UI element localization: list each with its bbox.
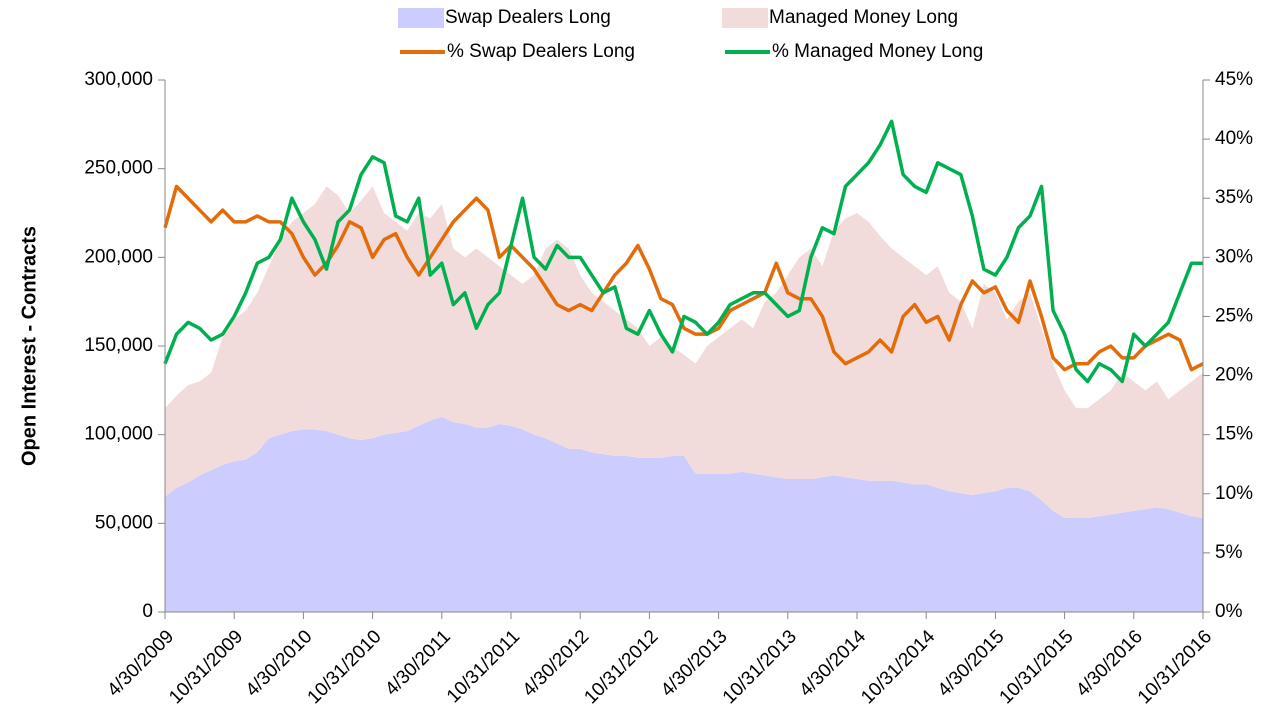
x-tick-label: 10/31/2009 (165, 626, 247, 708)
y2-tick-label: 30% (1215, 246, 1253, 267)
y-tick-label: 200,000 (84, 246, 153, 267)
y2-tick-label: 45% (1215, 69, 1253, 90)
x-tick-label: 4/30/2016 (1072, 626, 1147, 701)
x-tick-label: 4/30/2010 (242, 626, 317, 701)
x-tick-label: 4/30/2009 (103, 626, 178, 701)
y2-tick-label: 5% (1215, 542, 1243, 563)
y2-tick-label: 25% (1215, 305, 1253, 326)
y-tick-label: 50,000 (95, 512, 153, 533)
x-tick-label: 10/31/2012 (580, 626, 662, 708)
legend-label: % Swap Dealers Long (447, 41, 635, 62)
y-tick-label: 250,000 (84, 158, 153, 179)
y2-tick-label: 20% (1215, 365, 1253, 386)
y2-tick-label: 15% (1215, 424, 1253, 445)
y-tick-label: 100,000 (84, 424, 153, 445)
x-tick-label: 4/30/2013 (657, 626, 732, 701)
line-layer (163, 119, 1204, 384)
x-tick-label: 4/30/2011 (381, 626, 455, 700)
y2-tick-label: 40% (1215, 128, 1253, 149)
y-tick-label: 150,000 (84, 335, 153, 356)
x-tick-label: 4/30/2014 (795, 626, 870, 701)
x-tick-label: 4/30/2015 (934, 626, 1009, 701)
legend-label: Managed Money Long (769, 7, 958, 28)
x-tick-label: 10/31/2015 (996, 626, 1078, 708)
y-tick-label: 300,000 (84, 69, 153, 90)
y-tick-label: 0 (142, 601, 153, 622)
x-tick-label: 10/31/2014 (857, 626, 939, 708)
legend-swatch (398, 8, 444, 28)
line (163, 184, 1204, 372)
y-axis-label: Open Interest - Contracts (18, 226, 40, 466)
x-tick-label: 10/31/2016 (1134, 626, 1216, 708)
legend-swatch (722, 8, 768, 28)
x-tick-label: 10/31/2010 (304, 626, 386, 708)
line (163, 119, 1203, 384)
x-tick-label: 10/31/2011 (443, 626, 524, 707)
x-tick-label: 4/30/2012 (519, 626, 594, 701)
y2-tick-label: 0% (1215, 601, 1243, 622)
area (165, 416, 1203, 612)
y2-tick-label: 10% (1215, 483, 1253, 504)
y2-tick-label: 35% (1215, 187, 1253, 208)
legend-label: Swap Dealers Long (445, 7, 611, 28)
x-tick-label: 10/31/2013 (719, 626, 801, 708)
legend-label: % Managed Money Long (772, 41, 983, 62)
